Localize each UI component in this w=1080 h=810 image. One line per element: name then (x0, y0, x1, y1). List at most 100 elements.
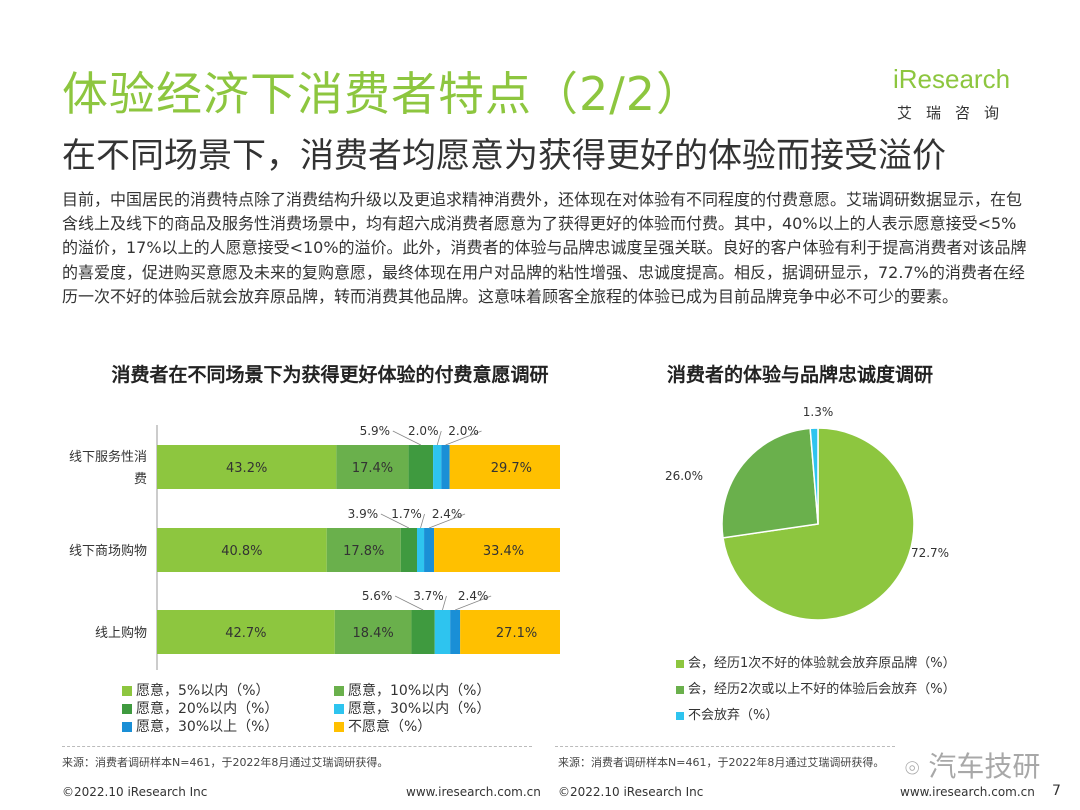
legend-label: 会，经历2次或以上不好的体验后会放弃（%） (688, 682, 956, 697)
bar-value-label: 5.9% (360, 424, 391, 438)
source-note-right: 来源：消费者调研样本N=461，于2022年8月通过艾瑞调研获得。 (558, 756, 885, 769)
page-number: 7 (1052, 783, 1061, 799)
bar-legend-item: 不愿意（%） (334, 716, 431, 736)
bar-value-label: 3.7% (413, 589, 444, 603)
bar-value-label: 29.7% (491, 461, 532, 476)
legend-swatch (676, 686, 684, 694)
bar-chart-legend: 愿意，5%以内（%） 愿意，10%以内（%） 愿意，20%以内（%） 愿意，30%以内… (122, 680, 562, 740)
legend-swatch (334, 722, 344, 732)
website-right: www.iresearch.com.cn (900, 785, 1035, 799)
bar-legend-item: 愿意，10%以内（%） (334, 680, 490, 700)
source-divider-left (62, 746, 532, 747)
bar-value-label: 27.1% (496, 626, 537, 641)
iresearch-logo: iResearch 艾瑞咨询 (893, 64, 1023, 130)
bar-segment (460, 610, 560, 654)
bar-category-label: 线上购物 (95, 625, 147, 641)
bar-category-label: 线下商场购物 (69, 543, 147, 559)
copyright-right: ©2022.10 iResearch Inc (558, 785, 704, 799)
bar-label-leader (420, 513, 425, 529)
bar-value-label: 2.4% (432, 507, 463, 521)
bar-segment (449, 445, 560, 489)
bar-label-leader (445, 430, 482, 446)
bar-segment (434, 610, 451, 654)
bar-segment (433, 445, 442, 489)
bar-segment (334, 610, 412, 654)
bar-segment (157, 528, 327, 572)
legend-label: 愿意，30%以上（%） (136, 719, 279, 735)
bar-value-label: 3.9% (348, 507, 379, 521)
legend-swatch (334, 686, 344, 696)
bar-value-label: 2.4% (458, 589, 489, 603)
bar-segment (417, 528, 425, 572)
bar-segment (157, 445, 337, 489)
bar-legend-item: 愿意，5%以内（%） (122, 680, 270, 700)
bar-segment (157, 610, 335, 654)
legend-swatch (122, 722, 132, 732)
bar-label-leader (455, 595, 492, 611)
bar-value-label: 2.0% (448, 424, 479, 438)
website-left: www.iresearch.com.cn (406, 785, 541, 799)
legend-label: 愿意，20%以内（%） (136, 701, 279, 717)
bar-category-label: 线下服务性消费 (69, 449, 147, 487)
stacked-bar-chart: 线下服务性消费 43.2% 17.4% 5.9% 2.0% 2.0% 29.7% 线下商场购物… (69, 424, 560, 670)
bar-value-label: 42.7% (225, 626, 266, 641)
copyright-left: ©2022.10 iResearch Inc (62, 785, 208, 799)
logo-cn: 艾瑞咨询 (897, 104, 1014, 122)
wechat-icon: ⌾ (905, 754, 920, 782)
pie-slice (721, 427, 819, 539)
legend-swatch (676, 712, 684, 720)
legend-label: 会，经历1次不好的体验就会放弃原品牌（%） (688, 656, 956, 671)
bar-value-label: 5.6% (362, 589, 393, 603)
bar-value-label: 2.0% (408, 424, 439, 438)
bar-legend-item: 愿意，30%以上（%） (122, 716, 278, 736)
bar-segment (400, 528, 417, 572)
legend-swatch (676, 660, 684, 668)
bar-label-leader (380, 513, 410, 529)
bar-value-label: 40.8% (221, 544, 262, 559)
bar-segment (326, 528, 401, 572)
bar-segment (434, 528, 560, 572)
bar-value-label: 17.8% (343, 544, 384, 559)
pie-value-label: 72.7% (911, 546, 949, 560)
legend-label: 不会放弃（%） (688, 708, 779, 723)
pie-value-label: 26.0% (665, 469, 703, 483)
bar-value-label: 17.4% (352, 461, 393, 476)
legend-label: 愿意，10%以内（%） (348, 683, 491, 699)
watermark: ⌾ 汽车技研 (905, 745, 1040, 785)
bar-value-label: 33.4% (483, 544, 524, 559)
bar-segment (336, 445, 409, 489)
pie-value-label: 1.3% (803, 405, 834, 419)
legend-label: 不愿意（%） (348, 719, 432, 735)
legend-label: 愿意，30%以内（%） (348, 701, 491, 717)
intro-paragraph: 目前，中国居民的消费特点除了消费结构升级以及更追求精神消费外，还体现在对体验有不… (62, 190, 1027, 306)
pie-chart-legend: 会，经历1次不好的体验就会放弃原品牌（%） 会，经历2次或以上不好的体验后会放弃（… (676, 652, 1006, 728)
pie-legend-item: 会，经历2次或以上不好的体验后会放弃（%） (676, 678, 956, 697)
legend-swatch (334, 704, 344, 714)
bar-label-leader (392, 430, 422, 446)
pie-slice (809, 427, 819, 525)
bar-label-leader (442, 595, 447, 611)
bar-segment (424, 528, 435, 572)
bar-legend-item: 愿意，20%以内（%） (122, 698, 278, 718)
bar-segment (450, 610, 461, 654)
bar-legend-item: 愿意，30%以内（%） (334, 698, 490, 718)
watermark-text: 汽车技研 (928, 750, 1041, 783)
bar-label-leader (436, 430, 442, 446)
pie-chart: 72.7% 26.0% 1.3% (665, 405, 949, 621)
pie-legend-item: 会，经历1次不好的体验就会放弃原品牌（%） (676, 652, 956, 671)
legend-swatch (122, 704, 132, 714)
bar-segment (441, 445, 450, 489)
bar-segment (408, 445, 434, 489)
logo-brand: iResearch (893, 64, 1011, 94)
legend-swatch (122, 686, 132, 696)
bar-value-label: 1.7% (391, 507, 422, 521)
legend-label: 愿意，5%以内（%） (136, 683, 270, 699)
bar-label-leader (394, 595, 424, 611)
bar-chart-title: 消费者在不同场景下为获得更好体验的付费意愿调研 (111, 364, 549, 386)
bar-segment (411, 610, 435, 654)
pie-legend-item: 不会放弃（%） (676, 704, 778, 723)
source-divider-right (555, 746, 895, 747)
bar-label-leader (428, 513, 466, 529)
page-title: 体验经济下消费者特点（2/2） (62, 67, 704, 121)
source-note-left: 来源：消费者调研样本N=461，于2022年8月通过艾瑞调研获得。 (62, 756, 389, 769)
